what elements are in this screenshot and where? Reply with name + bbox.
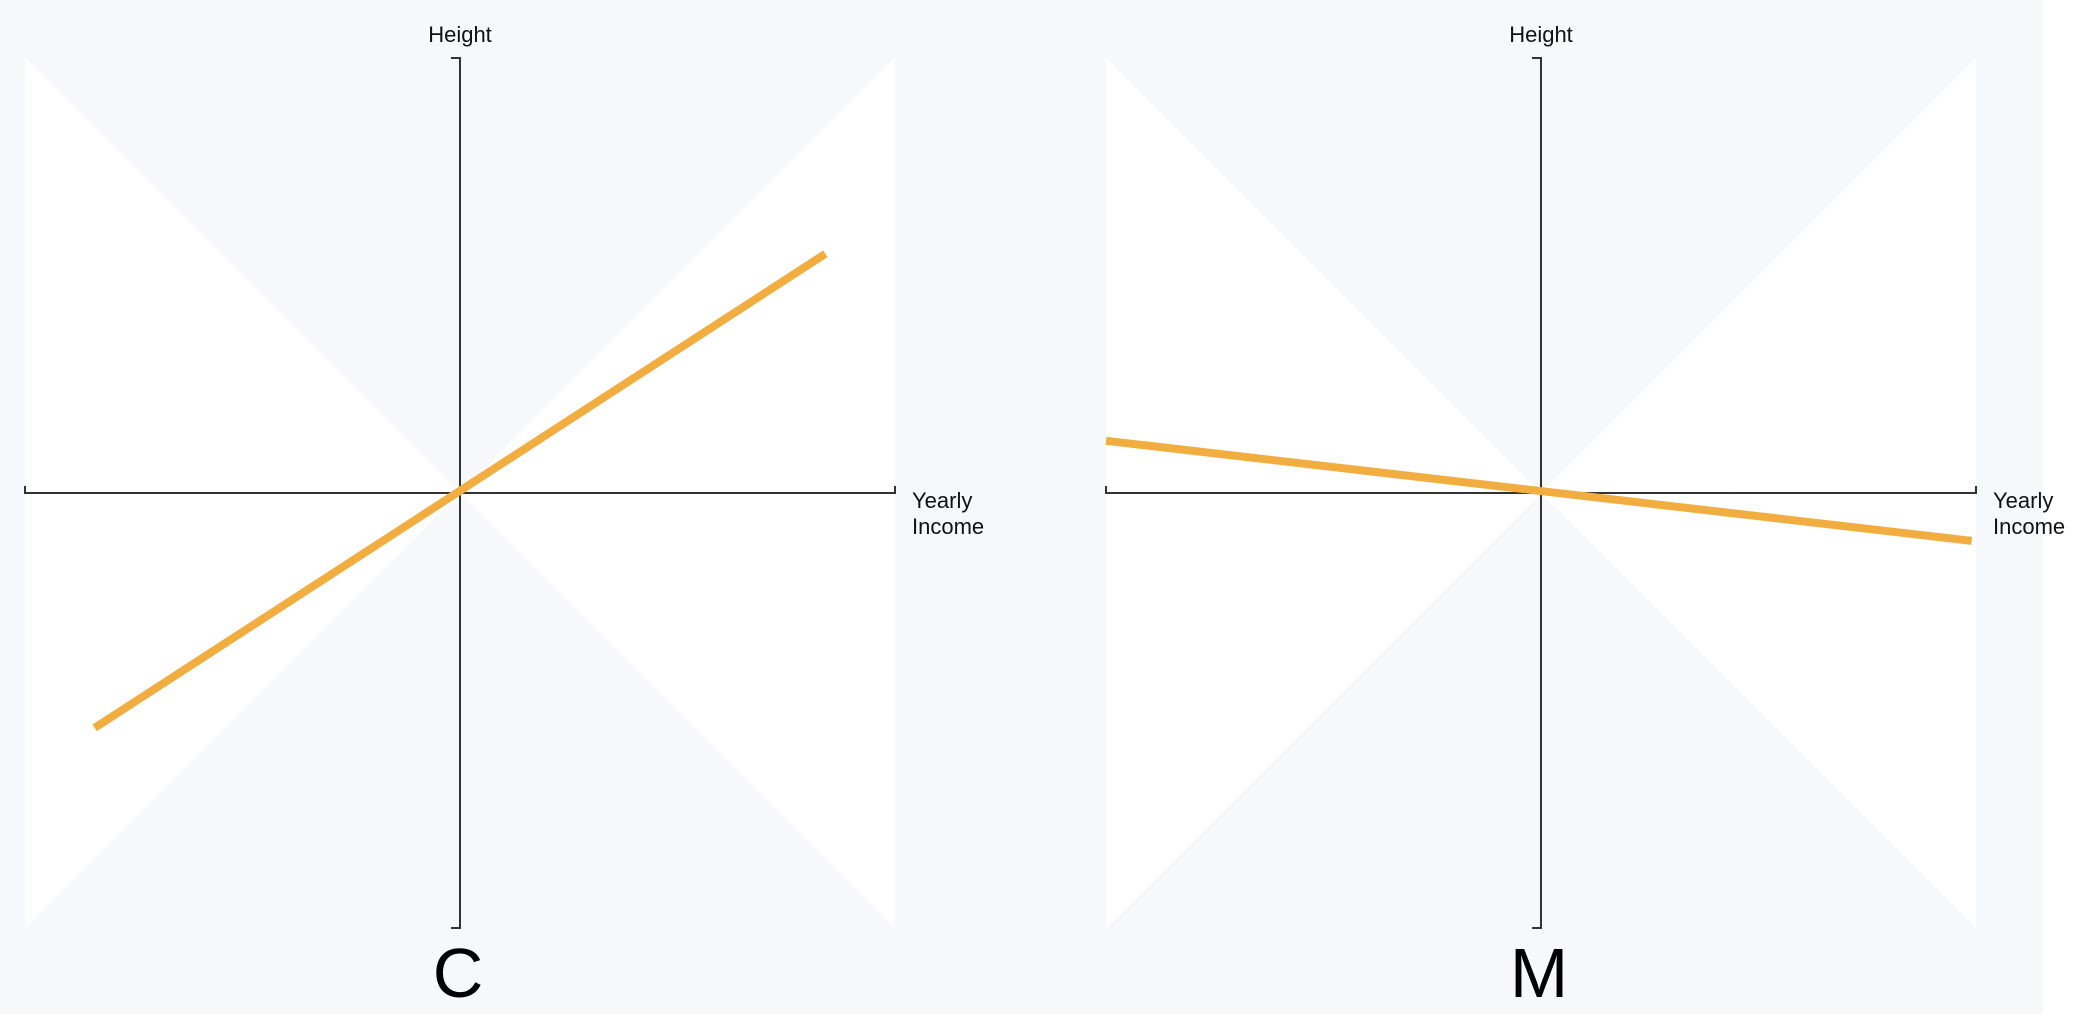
x-axis-label-line-2: Income — [912, 514, 984, 539]
chart-panel-c: Height Yearly Income C — [0, 0, 1000, 1014]
x-axis-label-line-2: Income — [1993, 514, 2065, 539]
x-axis-label-line-1: Yearly — [912, 488, 972, 513]
chart-c-plot: Height Yearly Income C — [24, 22, 984, 1012]
panel-label: C — [433, 934, 484, 1012]
y-axis-label: Height — [428, 22, 492, 47]
panel-label: M — [1510, 934, 1568, 1012]
trend-line — [1105, 436, 1973, 545]
chart-m-plot: Height Yearly Income M — [1105, 22, 2065, 1012]
trend-line — [92, 250, 828, 732]
x-axis-label: Yearly Income — [912, 488, 984, 539]
y-axis-label: Height — [1509, 22, 1573, 47]
x-axis-label-line-1: Yearly — [1993, 488, 2053, 513]
chart-panel-m: Height Yearly Income M — [1081, 0, 2081, 1014]
x-axis-label: Yearly Income — [1993, 488, 2065, 539]
